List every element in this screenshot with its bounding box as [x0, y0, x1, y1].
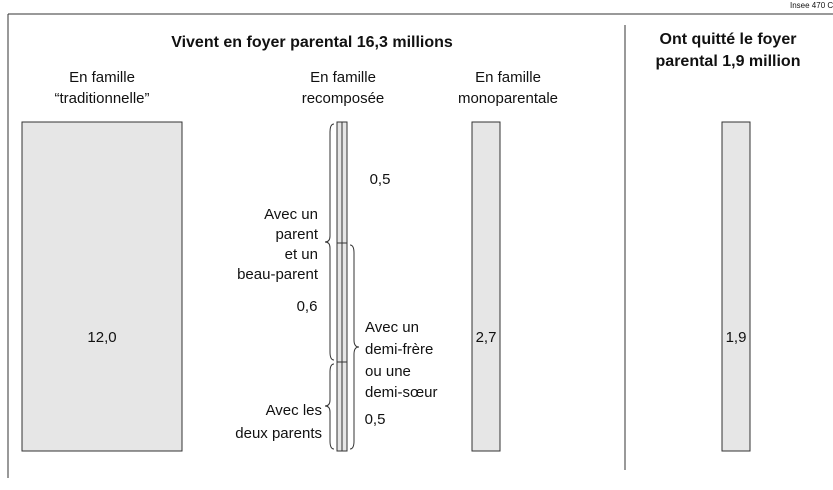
brace [324, 123, 335, 361]
title: parental 1,9 million [656, 53, 801, 70]
col-label: recomposée [302, 90, 385, 107]
title: Ont quitté le foyer [660, 31, 797, 48]
col-label: “traditionnelle” [54, 90, 149, 107]
label: deux parents [235, 425, 322, 442]
col-label: En famille [475, 69, 541, 86]
value: 2,7 [476, 329, 497, 346]
col-label: En famille [310, 69, 376, 86]
label: demi-frère [365, 341, 433, 358]
value: 0,5 [365, 411, 386, 428]
box [471, 121, 501, 452]
brace [349, 244, 360, 450]
value: 12,0 [87, 329, 116, 346]
value: 0,5 [370, 171, 391, 188]
title: Vivent en foyer parental 16,3 millions [171, 34, 453, 51]
box [721, 121, 751, 452]
label: parent [275, 226, 318, 243]
label: Avec un [365, 319, 419, 336]
source: Insee 470 C [790, 1, 833, 10]
col-label: En famille [69, 69, 135, 86]
label: beau-parent [237, 266, 319, 283]
box [21, 121, 183, 452]
label: ou une [365, 363, 411, 380]
value: 1,9 [726, 329, 747, 346]
value: 0,6 [297, 298, 318, 315]
label: demi-sœur [365, 384, 438, 401]
col-label: monoparentale [458, 90, 558, 107]
label: et un [285, 246, 318, 263]
label: Avec les [266, 402, 322, 419]
brace [324, 363, 335, 450]
label: Avec un [264, 206, 318, 223]
